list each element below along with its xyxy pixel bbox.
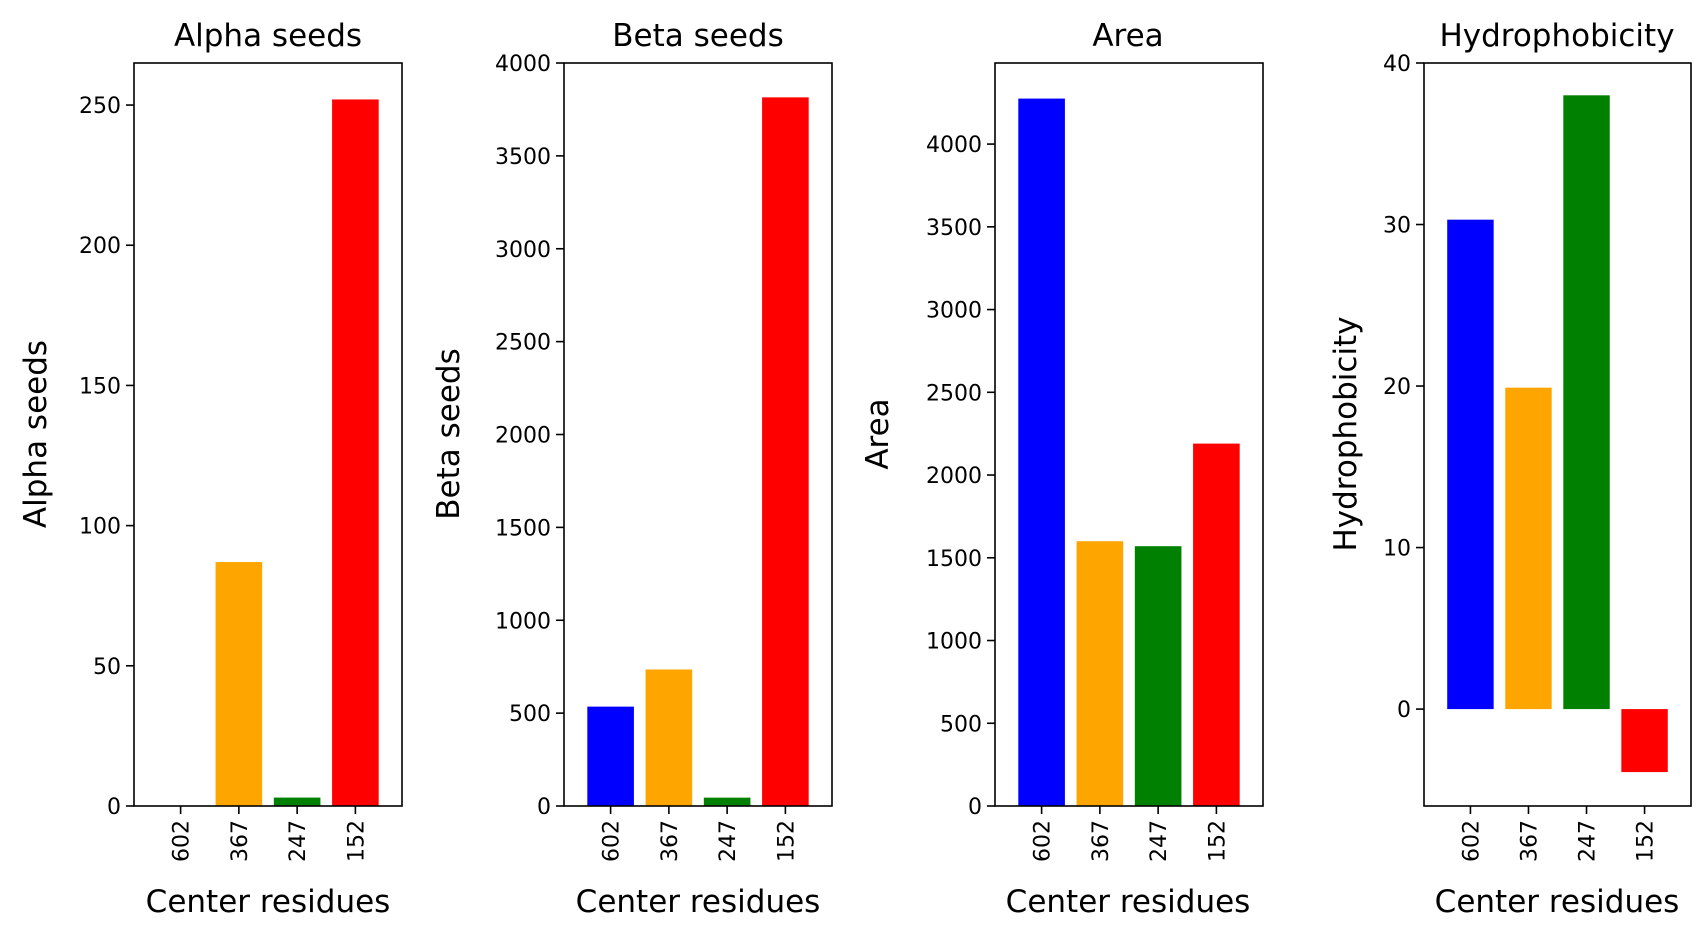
x-tick-label: 602 [1459,820,1484,862]
x-tick-label: 602 [170,820,195,862]
x-tick-label: 247 [1576,820,1601,862]
bar-152 [332,99,379,807]
y-axis-label: Beta seeds [431,348,467,519]
y-tick-label: 2000 [926,464,982,489]
y-tick-label: 1500 [926,547,982,572]
y-tick-label: 0 [968,795,982,820]
x-tick-label: 367 [1517,820,1542,862]
bar-247 [1563,95,1610,710]
bar-602 [587,706,634,806]
x-axis-label: Center residues [1435,884,1680,920]
y-tick-label: 1000 [495,609,551,634]
alpha-seeds-panel: Alpha seeds Center residues Alpha seeds … [18,18,403,920]
y-tick-label: 0 [1397,698,1411,723]
x-axis-label: Center residues [1006,884,1251,920]
y-tick-label: 2500 [926,381,982,406]
x-tick-label: 247 [286,820,311,862]
y-tick-label: 20 [1383,375,1411,400]
y-tick-label: 2500 [495,331,551,356]
y-tick-label: 3000 [926,299,982,324]
x-tick-label: 152 [1205,820,1230,862]
panel-title: Area [1092,18,1163,54]
bar-layer [215,99,379,807]
plot-frame [133,62,403,807]
y-tick-label: 3000 [495,238,551,263]
y-tick-label: 500 [509,702,551,727]
x-axis-label: Center residues [146,884,391,920]
x-tick-label: 602 [1031,820,1056,862]
bar-152 [762,97,809,806]
y-tick-label: 100 [79,515,121,540]
panel-title: Beta seeds [612,18,783,54]
bar-247 [703,797,751,806]
x-tick-label: 602 [600,820,625,862]
plot-frame [994,62,1264,807]
y-tick-label: 1500 [495,516,551,541]
bar-247 [273,797,321,806]
bar-152 [1193,443,1240,806]
y-tick-label: 10 [1383,537,1411,562]
panel-title: Hydrophobicity [1439,18,1674,54]
x-tick-label: 367 [658,820,683,862]
bar-152 [1621,709,1668,773]
y-axis-label: Area [860,398,896,469]
bar-layer [1018,98,1240,807]
y-tick-label: 150 [79,374,121,399]
bar-247 [1134,546,1182,806]
bar-367 [1076,541,1124,806]
area-panel: Area Center residues Area 602 367 247 152 0 5… [860,18,1264,920]
bar-367 [215,562,263,806]
y-tick-label: 2000 [495,424,551,449]
bar-layer [1447,95,1668,773]
y-tick-label: 1000 [926,630,982,655]
y-tick-label: 200 [79,234,121,259]
beta-seeds-panel: Beta seeds Center residues Beta seeds 60… [431,18,833,920]
y-tick-label: 40 [1383,52,1411,77]
x-tick-label: 367 [228,820,253,862]
bar-367 [1505,387,1552,710]
y-tick-label: 3500 [926,216,982,241]
y-tick-label: 250 [79,94,121,119]
x-axis-label: Center residues [576,884,821,920]
bar-367 [645,669,693,806]
x-tick-label: 152 [1634,820,1659,862]
y-tick-label: 500 [940,712,982,737]
panel-title: Alpha seeds [174,18,362,54]
x-tick-label: 247 [1147,820,1172,862]
y-tick-label: 0 [107,795,121,820]
y-tick-label: 4000 [495,52,551,77]
x-tick-label: 152 [774,820,799,862]
bar-layer [587,97,809,806]
x-tick-label: 367 [1089,820,1114,862]
y-tick-label: 30 [1383,214,1411,239]
bar-602 [1447,219,1494,710]
y-tick-label: 4000 [926,133,982,158]
y-axis-label: Hydrophobicity [1328,316,1364,551]
bar-602 [1018,98,1065,807]
hydrophobicity-panel: Hydrophobicity Center residues Hydrophob… [1328,18,1692,920]
x-tick-label: 247 [716,820,741,862]
y-tick-label: 0 [537,795,551,820]
x-tick-label: 152 [344,820,369,862]
y-tick-label: 50 [93,655,121,680]
plot-frame [1423,62,1692,807]
y-axis-label: Alpha seeds [18,340,54,528]
y-tick-label: 3500 [495,145,551,170]
